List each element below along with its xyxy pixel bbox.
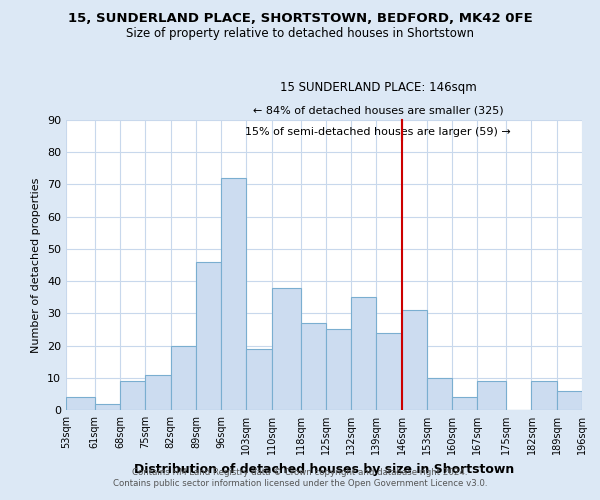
Bar xyxy=(301,323,326,410)
Bar xyxy=(376,332,401,410)
Bar xyxy=(478,381,506,410)
Text: ← 84% of detached houses are smaller (325): ← 84% of detached houses are smaller (32… xyxy=(253,106,503,116)
Bar xyxy=(557,390,582,410)
Text: 15 SUNDERLAND PLACE: 146sqm: 15 SUNDERLAND PLACE: 146sqm xyxy=(280,81,476,94)
Bar xyxy=(247,349,272,410)
Bar xyxy=(351,297,376,410)
Text: 15, SUNDERLAND PLACE, SHORTSTOWN, BEDFORD, MK42 0FE: 15, SUNDERLAND PLACE, SHORTSTOWN, BEDFOR… xyxy=(68,12,532,26)
Bar xyxy=(452,397,478,410)
Bar xyxy=(95,404,120,410)
Bar xyxy=(196,262,221,410)
Text: Size of property relative to detached houses in Shortstown: Size of property relative to detached ho… xyxy=(126,28,474,40)
Bar xyxy=(66,397,95,410)
Text: Contains HM Land Registry data © Crown copyright and database right 2024.
Contai: Contains HM Land Registry data © Crown c… xyxy=(113,468,487,487)
Bar xyxy=(427,378,452,410)
Bar xyxy=(326,330,351,410)
Bar xyxy=(272,288,301,410)
Bar xyxy=(145,374,170,410)
X-axis label: Distribution of detached houses by size in Shortstown: Distribution of detached houses by size … xyxy=(134,462,514,475)
Bar xyxy=(120,381,145,410)
Bar xyxy=(401,310,427,410)
Bar xyxy=(532,381,557,410)
Text: 15% of semi-detached houses are larger (59) →: 15% of semi-detached houses are larger (… xyxy=(245,126,511,136)
Y-axis label: Number of detached properties: Number of detached properties xyxy=(31,178,41,352)
Bar xyxy=(170,346,196,410)
Bar xyxy=(221,178,247,410)
